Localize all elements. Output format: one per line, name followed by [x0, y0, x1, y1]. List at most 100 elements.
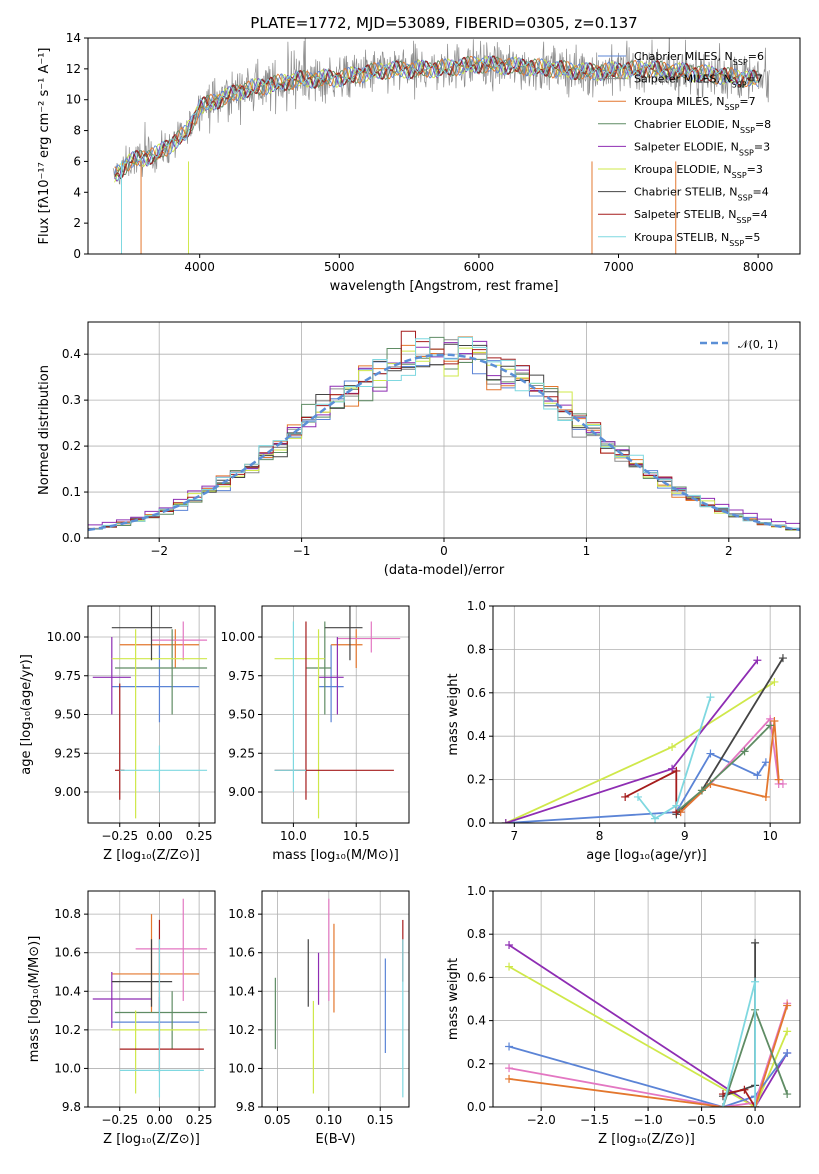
y-tick-label: 0.8: [467, 927, 486, 941]
x-axis-label: Z [log₁₀(Z/Z⊙)]: [103, 1132, 200, 1147]
y-tick-label: 9.75: [228, 669, 255, 683]
series-line: [508, 1005, 789, 1107]
y-tick-label: 0.0: [467, 816, 486, 830]
axes-frame: [87, 321, 801, 539]
data-marker: [668, 743, 677, 752]
y-tick-label: 10.6: [54, 946, 81, 960]
y-tick-label: 0.2: [467, 773, 486, 787]
data-marker: [505, 1042, 514, 1051]
plot-area: [88, 330, 800, 532]
y-tick-label: 0.1: [62, 485, 81, 499]
x-tick-label: 0.15: [367, 1113, 394, 1127]
y-tick-label: 8: [73, 124, 81, 138]
y-tick-label: 0.8: [467, 642, 486, 656]
y-tick-label: 10: [66, 93, 81, 107]
y-tick-label: 6: [73, 154, 81, 168]
y-tick-label: 14: [66, 31, 81, 45]
x-tick-label: −1.5: [580, 1113, 609, 1127]
data-point-3: [151, 621, 208, 661]
axes-frame: [492, 605, 801, 824]
series-line: [624, 769, 678, 813]
series-line: [722, 942, 756, 1098]
data-marker: [753, 656, 762, 665]
y-tick-label: 9.00: [228, 785, 255, 799]
y-tick-label: 0.4: [62, 347, 81, 361]
data-marker: [778, 654, 787, 663]
data-point-3: [337, 621, 401, 653]
series-6: [718, 938, 760, 1101]
data-marker: [774, 775, 783, 784]
data-marker: [505, 941, 514, 949]
data-marker: [751, 977, 760, 986]
x-tick-label: 10.5: [343, 829, 370, 843]
x-axis-label: age [log₁₀(age/yr)]: [586, 848, 707, 863]
legend-entry: Kroupa MILES, NSSP=7: [634, 95, 756, 112]
data-point-2: [331, 629, 363, 668]
x-tick-label: 10: [763, 829, 778, 843]
data-marker: [697, 786, 706, 795]
series-line: [675, 724, 771, 813]
y-tick-label: 10.4: [228, 984, 255, 998]
grid: [493, 890, 800, 1108]
data-marker: [505, 1064, 514, 1073]
series-line: [722, 981, 756, 1107]
plot-area: [92, 606, 208, 819]
legend-entry: Chabrier ELODIE, NSSP=8: [634, 118, 771, 135]
data-point-4: [114, 991, 208, 1050]
histogram-9: [88, 336, 800, 530]
data-point-1: [318, 644, 344, 723]
axes-frame: [87, 890, 216, 1108]
y-tick-label: 10.8: [54, 907, 81, 921]
legend-entry: Salpeter ELODIE, NSSP=3: [634, 140, 770, 157]
data-marker: [770, 717, 779, 726]
data-point-3: [135, 898, 208, 1001]
plot-area: [505, 938, 792, 1107]
x-tick-label: 10.0: [280, 829, 307, 843]
data-point-1: [111, 644, 200, 723]
y-tick-label: 10.8: [228, 907, 255, 921]
series-line-model-1: [114, 56, 759, 174]
legend-entry: Salpeter STELIB, NSSP=4: [634, 208, 768, 225]
series-9: [633, 693, 715, 823]
x-tick-label: 7: [510, 829, 518, 843]
series-line: [505, 681, 775, 823]
data-point-5: [318, 637, 344, 715]
y-tick-label: 1.0: [467, 884, 486, 898]
x-axis-label: Z [log₁₀(Z/Z⊙)]: [598, 1132, 695, 1147]
series-line-model-9: [114, 55, 759, 181]
plot-area: [92, 898, 208, 1098]
y-tick-label: 0.2: [467, 1057, 486, 1071]
legend-entry: Chabrier STELIB, NSSP=4: [634, 186, 769, 203]
panel-7: 0.05 0.10 0.15 9.8 10.0 10.2 10.4 10.6 10.8 E(B-V…: [228, 890, 410, 1147]
data-marker: [753, 771, 762, 780]
x-tick-label: 0.10: [315, 1113, 342, 1127]
data-marker: [651, 814, 660, 823]
series-line: [637, 696, 712, 820]
series-8: [621, 766, 681, 817]
x-tick-label: 5000: [324, 260, 355, 274]
axes-frame: [87, 37, 801, 255]
panel-5: 7 8 9 10 0.0 0.2 0.4 0.6 0.8 1.0 age [log₁₀(age/yr…: [446, 599, 801, 863]
data-point-9: [119, 939, 204, 1098]
axes-frame: [492, 890, 801, 1108]
x-tick-label: 0: [440, 544, 448, 558]
data-point-5: [92, 972, 152, 1028]
y-tick-label: 10.0: [228, 1061, 255, 1075]
grid: [262, 891, 409, 1108]
axes-frame: [87, 605, 216, 824]
series-line-model-8: [114, 55, 759, 179]
series-line: [508, 944, 788, 1107]
panel-3: −0.25 0.00 0.25 9.00 9.25 9.50 9.75 10.00 Z [log…: [19, 605, 216, 863]
y-tick-label: 0.4: [467, 1014, 486, 1028]
data-marker: [751, 1103, 760, 1107]
y-tick-label: 0.6: [467, 970, 486, 984]
series-line: [508, 1045, 788, 1107]
x-tick-label: 0.25: [186, 829, 213, 843]
y-tick-label: 0.2: [62, 439, 81, 453]
panel-4: 10.0 10.5 9.00 9.25 9.50 9.75 10.00 mass [log₁₀…: [221, 605, 410, 863]
y-tick-label: 10.6: [228, 946, 255, 960]
legend-entry: Kroupa STELIB, NSSP=5: [634, 231, 760, 248]
series-line-model-3: [114, 55, 759, 172]
x-axis-label: (data-model)/error: [384, 563, 505, 578]
